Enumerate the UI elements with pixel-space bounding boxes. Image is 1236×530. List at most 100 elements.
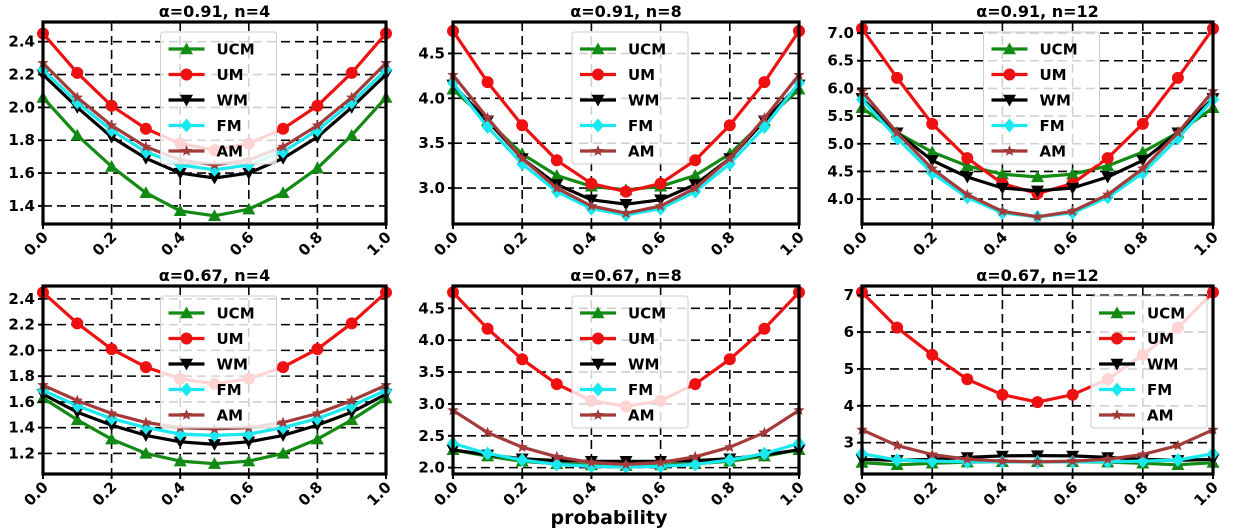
data-point-um [481,322,494,335]
data-point-ucm [242,454,256,467]
data-point-um [723,353,736,366]
data-point-wm [173,436,187,449]
legend: UCM UM WM FM AM [571,31,689,165]
y-tick-label: 4.0 [418,331,445,349]
data-point-um [1171,71,1184,84]
data-point-am [1172,439,1184,451]
legend-marker-am [592,409,604,420]
data-point-ucm [1136,145,1150,158]
y-tick-label: 4 [844,397,854,415]
data-point-wm [619,199,633,211]
legend-marker-am [180,145,193,156]
x-tick-label: 0.6 [1050,478,1082,510]
data-point-wm [139,153,153,165]
legend: UCM UM WM FM AM [1090,295,1208,429]
y-tick-label: 3.5 [418,134,445,152]
legend-marker-wm [180,94,193,107]
data-point-um [620,185,632,198]
y-tick-label: 6 [844,323,854,341]
y-tick-label: 1.8 [8,367,35,385]
data-point-am [585,200,598,211]
plot-frame [860,284,1215,476]
data-point-um [961,152,974,165]
x-tick-label: 0.2 [500,228,532,260]
data-point-fm [481,446,494,461]
data-point-um [105,343,118,356]
data-point-wm [105,419,119,432]
chart-alpha091-n8: 3.0 3.5 4.0 4.5 0.0 0.2 0.4 0.6 0.8 1.0 α=0.91, n=… [418,2,807,260]
x-tick-label: 0.4 [980,478,1012,510]
data-point-ucm [70,413,84,426]
legend-label-ucm: UCM [1147,305,1185,323]
legend-label-ucm: UCM [628,305,666,323]
y-tick-label: 1.6 [8,393,35,411]
x-tick-label: 0.2 [910,478,942,510]
data-point-fm [723,452,736,467]
legend-marker-am [1003,145,1016,156]
data-point-am [654,200,667,211]
data-point-wm [208,172,221,185]
data-point-um [71,66,84,79]
data-point-ucm [1066,167,1080,180]
data-point-wm [242,167,256,180]
legend: UCM UM WM FM AM [160,295,277,429]
data-point-um [105,99,118,112]
data-point-ucm [995,167,1009,180]
y-tick-label: 2.2 [8,66,35,84]
legend-marker-fm [180,382,193,397]
legend-label-am: AM [1147,407,1174,425]
data-point-fm [1171,452,1184,467]
x-tick-label: 1.0 [1190,228,1222,260]
data-point-um [689,378,702,391]
y-tick-label: 1.4 [8,197,35,215]
data-point-am [689,182,701,193]
data-point-wm [960,171,974,184]
data-point-um [926,348,939,361]
y-tick-label: 2.0 [418,459,445,477]
x-tick-label: 0.8 [295,478,327,510]
data-point-am [140,416,152,428]
data-point-am [585,456,598,468]
chart-alpha091-n12: 4.0 4.5 5.0 5.5 6.0 6.5 7.0 0.0 0.2 0.4 0.6 0.8 1.0 α… [827,2,1221,260]
chart-title: α=0.67, n=12 [976,266,1099,285]
x-tick-label: 0.0 [20,228,52,260]
data-point-ucm [105,160,119,172]
y-tick-label: 2.5 [418,427,445,445]
data-point-um [654,177,667,190]
data-point-ucm [70,128,84,141]
legend-marker-wm [591,94,605,107]
data-point-ucm [345,128,359,141]
x-tick-label: 0.4 [158,478,190,510]
data-point-ucm [345,413,359,426]
data-point-um [277,122,290,135]
data-point-ucm [208,209,221,221]
data-point-ucm [310,161,324,174]
data-point-um [891,321,904,334]
data-point-am [105,119,118,131]
legend-label-um: UM [628,330,655,348]
data-point-am [891,126,903,138]
data-point-ucm [242,202,256,215]
y-tick-label: 1.6 [8,164,35,182]
data-point-ucm [688,169,702,181]
legend-marker-um [1111,332,1123,345]
data-point-um [277,361,290,374]
data-point-um [311,99,324,112]
plot-frame [451,284,801,476]
data-point-wm [1066,182,1080,195]
data-point-fm [758,446,771,461]
legend-label-fm: FM [1040,117,1065,135]
legend-marker-am [180,409,193,420]
y-tick-label: 3.5 [418,363,445,381]
legend-label-am: AM [1040,143,1067,161]
data-point-wm [1031,185,1044,198]
x-axis-label: probability [550,507,668,529]
data-point-wm [310,419,324,432]
x-tick-label: 0.0 [839,478,871,510]
legend-label-ucm: UCM [217,305,255,323]
legend-label-am: AM [217,143,244,161]
data-point-ucm [173,204,187,217]
data-point-am [654,456,667,468]
data-point-am [758,426,771,438]
legend-label-am: AM [628,143,655,161]
